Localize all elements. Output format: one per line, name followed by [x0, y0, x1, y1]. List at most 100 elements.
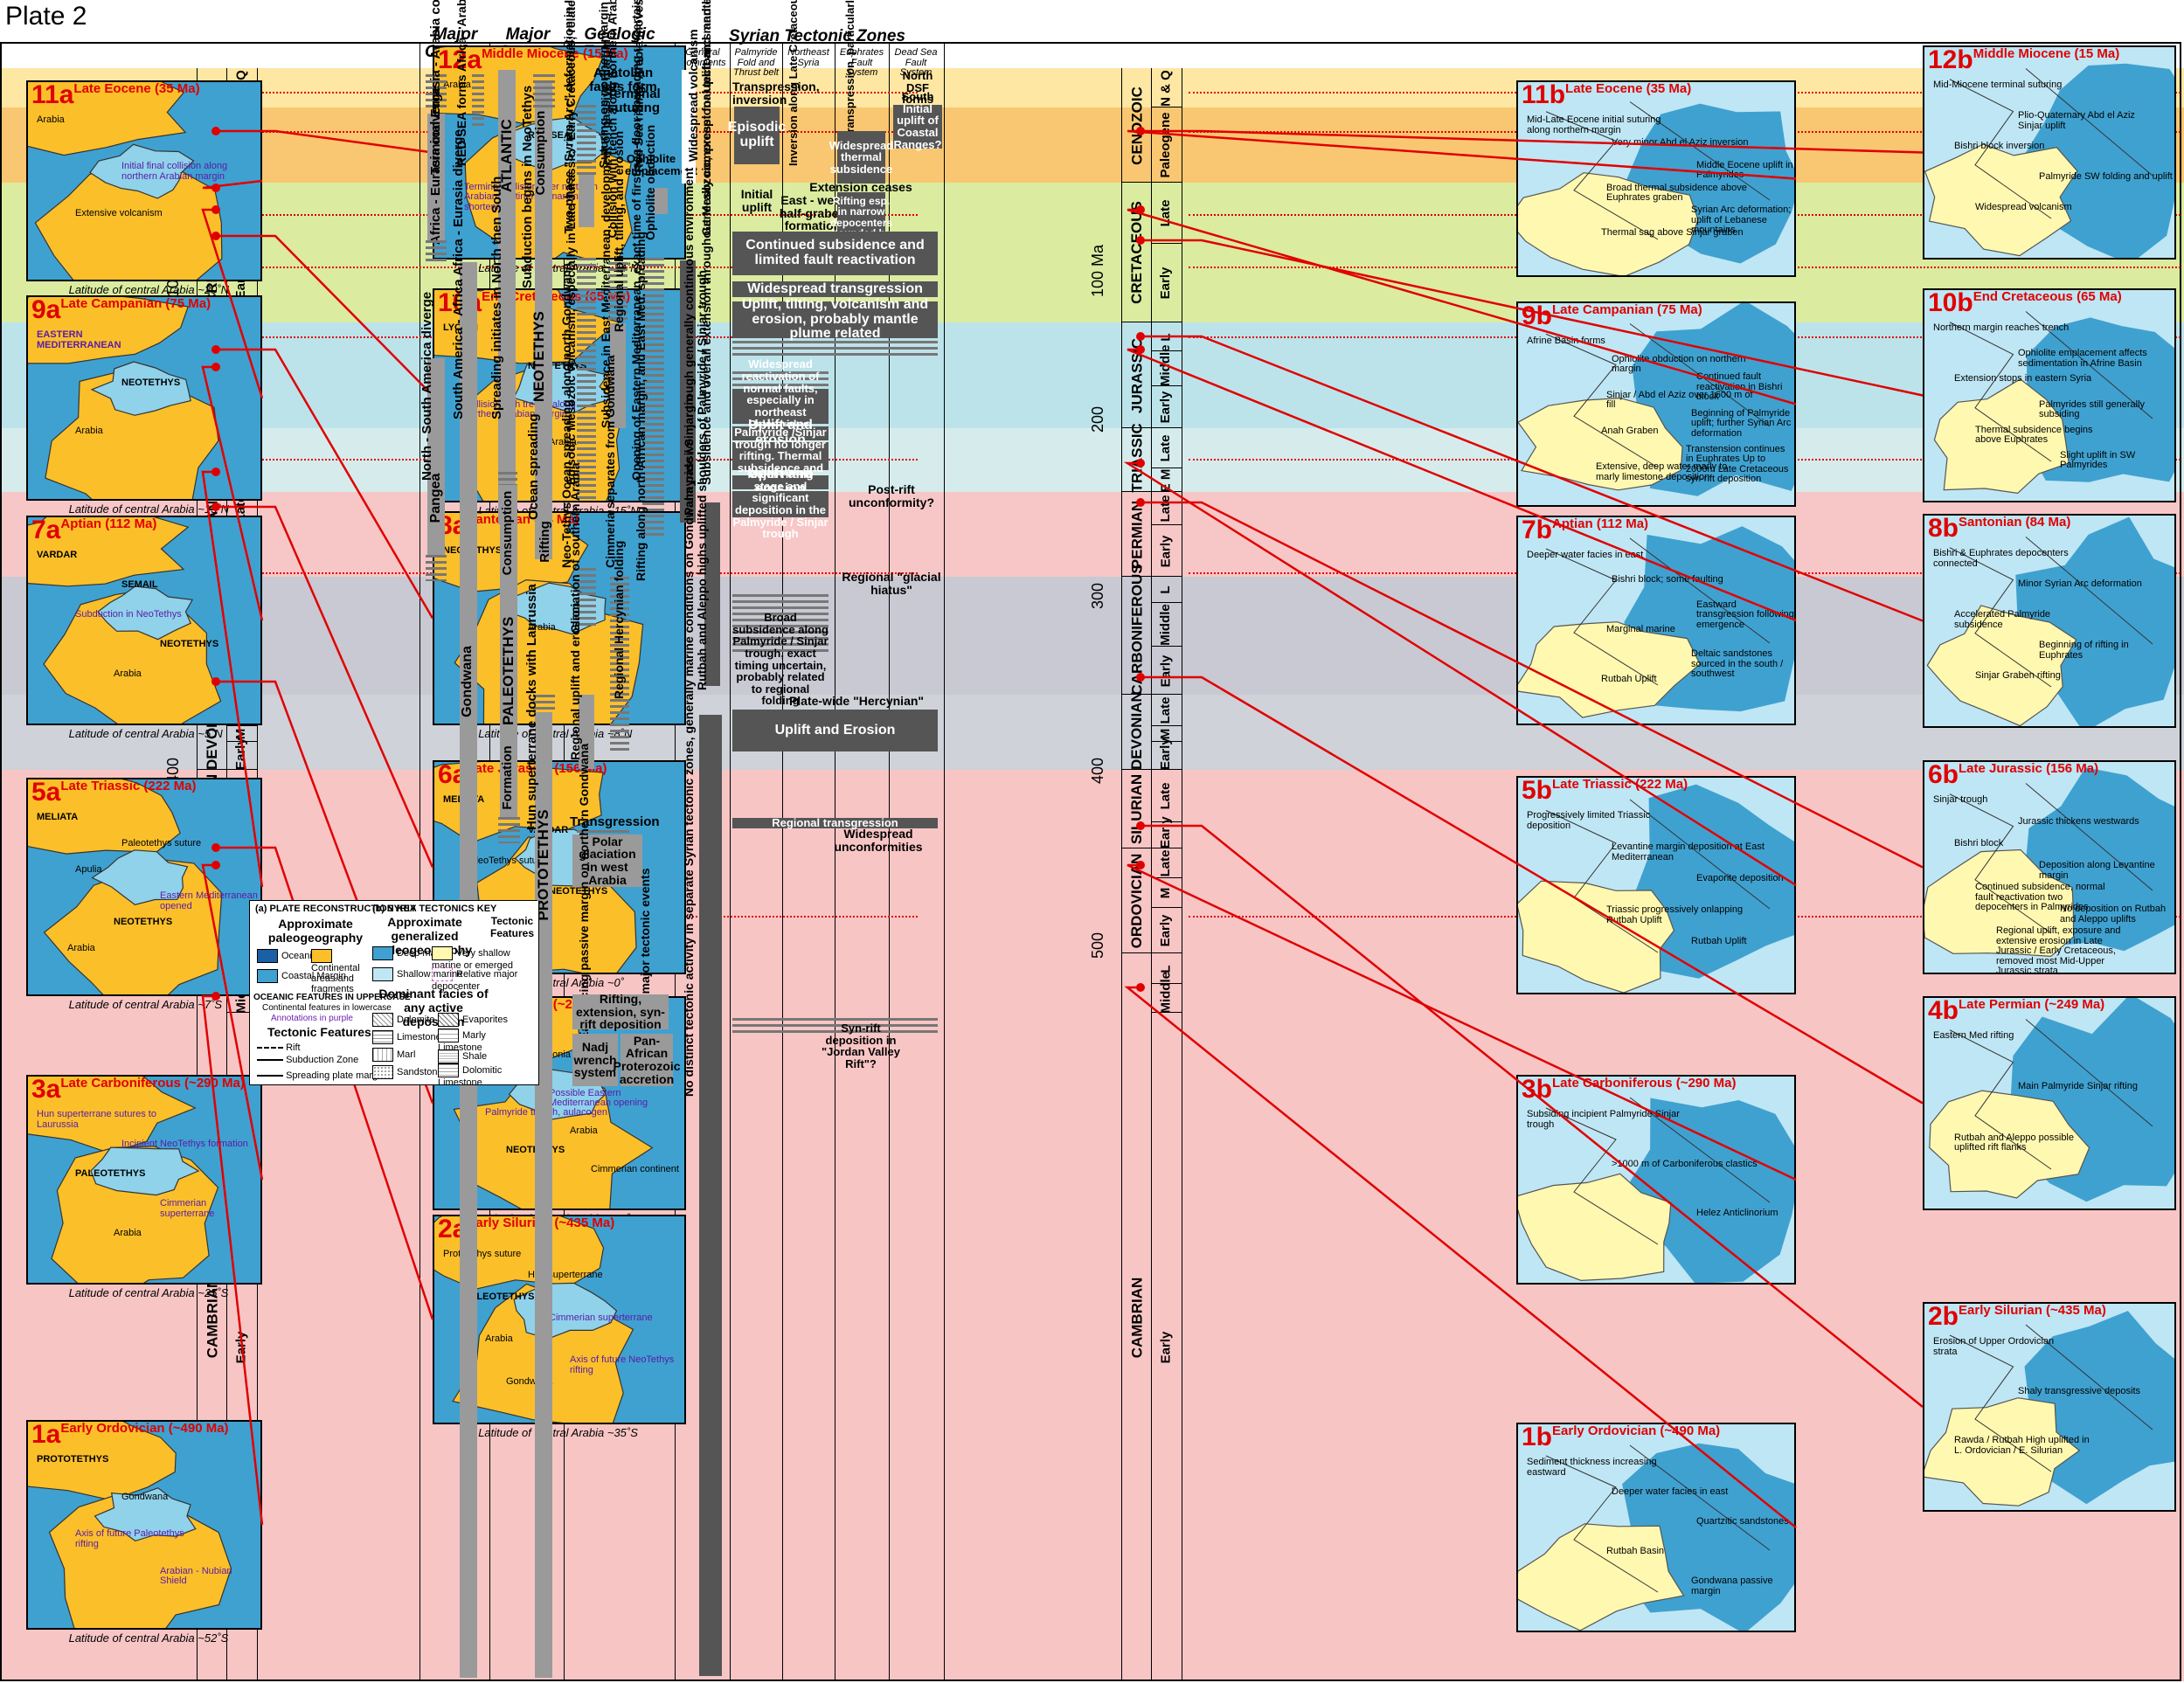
subheader-euphrates: Euphrates Fault System	[839, 47, 884, 79]
map-annotation: Terminal collision after northern Arabia…	[464, 181, 598, 212]
map-drawing	[28, 82, 223, 280]
key-b-shallow: Shallow marine	[397, 968, 463, 980]
swatch-oceanic	[257, 949, 278, 963]
map-latitude: Latitude of central Arabia ~7˚S	[68, 998, 223, 1011]
map-shape	[1926, 605, 2077, 726]
events-stripes	[642, 258, 664, 537]
swatch-marl	[372, 1048, 393, 1062]
swatch-coastal	[257, 969, 278, 983]
map-shape	[1924, 1397, 2081, 1506]
events-stripes	[608, 262, 627, 323]
period-label: Early	[1158, 738, 1173, 770]
map-id: 9b	[1522, 301, 1553, 330]
period-label: Late	[1158, 782, 1173, 810]
key-b-dolomite: Dolomite	[397, 1014, 435, 1025]
map-annotation: Sinjar Graben rifting	[1975, 670, 2061, 681]
map-annotation: Widespread volcanism	[1975, 202, 2072, 212]
period-label: Late	[1158, 434, 1173, 462]
event-nadj: Nadj wrench system	[572, 1034, 618, 1086]
map-annotation: Subduction in NeoTethys	[75, 609, 182, 620]
period-label: Late	[1158, 495, 1173, 523]
map-shape	[28, 82, 187, 156]
map-id: 3a	[31, 1075, 61, 1104]
map-label: 12aMiddle Miocene (15 Ma)	[438, 47, 628, 73]
map-label: 5bLate Triassic (222 Ma)	[1522, 778, 1688, 804]
map-label: 2bEarly Silurian (~435 Ma)	[1928, 1304, 2106, 1330]
map-border-lines	[1949, 783, 2153, 934]
key-a-note1: OCEANIC FEATURES IN UPPERCASE	[253, 993, 411, 1002]
map-title: Late Permian (~249 Ma)	[1959, 997, 2105, 1012]
map-annotation: Middle Eocene uplift in Palmyrides	[1696, 159, 1793, 181]
map-shape	[28, 517, 190, 587]
map-5b: 5bLate Triassic (222 Ma) Progressively li…	[1516, 776, 1796, 994]
map-border-lines	[1949, 1019, 2153, 1170]
map-shape	[91, 849, 189, 905]
map-shape	[28, 1077, 197, 1154]
map-label: 8bSantonian (84 Ma)	[1928, 516, 2070, 542]
key-b-depocenter: Relative major depocenter	[432, 968, 518, 992]
map-annotation: Minor Syrian Arc deformation	[2018, 578, 2142, 589]
map-latitude: Latitude of central Arabia ~20˚N	[68, 283, 230, 296]
map-drawing	[28, 297, 219, 499]
map-annotation: Arabia	[114, 1228, 142, 1238]
map-drawing	[28, 1077, 219, 1283]
subheader-northeast: Northeast Syria	[787, 47, 829, 68]
swatch-depocenter	[432, 967, 453, 981]
time-scale-right: CENOZOIC CRETACEOUS JURASSIC TRIASSIC PERMIA…	[1089, 68, 1182, 1681]
map-drawing	[1924, 1311, 2174, 1506]
map-annotation: Extensive, deep water marly to marly lim…	[1596, 461, 1728, 482]
spreading-symbol	[257, 1075, 283, 1077]
ma-label: 500	[1089, 932, 1106, 959]
map-id: 11b	[1522, 80, 1566, 109]
map-annotation: Main Palmyride Sinjar rifting	[2018, 1081, 2138, 1092]
period-cell: Late	[1152, 695, 1182, 726]
syria-extension-ceases: Extension ceases	[809, 180, 912, 194]
map-id: 7a	[31, 516, 61, 544]
period-cell: Early	[1152, 386, 1182, 428]
map-annotation: Arabia	[114, 668, 142, 679]
event-anatolian: Anatolian faults form	[589, 66, 657, 94]
oceans-rifting: Rifting	[537, 521, 552, 563]
map-annotation: Arabia	[75, 426, 103, 436]
map-annotation: Gondwana passive margin	[1691, 1576, 1773, 1596]
map-label: 9bLate Campanian (75 Ma)	[1522, 303, 1702, 329]
period-label: Paleogene	[1158, 112, 1173, 178]
period-label: E M	[1158, 468, 1173, 492]
map-annotation: Collision with trench along northern Ara…	[464, 398, 576, 420]
map-title: Aptian (112 Ma)	[1552, 516, 1649, 531]
map-annotation: Sediment thickness increasing eastward	[1527, 1457, 1657, 1478]
events-bar	[610, 323, 626, 428]
oceans-bar-paleotethys	[500, 485, 517, 817]
events-stripes	[577, 105, 596, 175]
oceans-consumption-mid: Consumption	[500, 490, 515, 576]
map-label: 9aLate Campanian (75 Ma)	[31, 297, 211, 323]
map-label: 7bAptian (112 Ma)	[1522, 517, 1648, 544]
oceans-bar-atlantic	[498, 70, 516, 524]
map-label: 1bEarly Ordovician (~490 Ma)	[1522, 1424, 1720, 1451]
map-annotation: Beginning of Palmyride uplift; further S…	[1691, 407, 1792, 439]
map-label: 3bLate Carboniferous (~290 Ma)	[1522, 1077, 1736, 1103]
map-annotation: VARDAR	[37, 550, 78, 560]
syria-transpression: Transpression, inversion	[732, 80, 820, 107]
map-annotation: SEMAIL	[121, 579, 158, 590]
key-b-marl: Marl	[397, 1049, 416, 1060]
map-label: 6bLate Jurassic (156 Ma)	[1928, 762, 2098, 788]
map-annotation: >1000 m of Carboniferous clastics	[1612, 1158, 1758, 1169]
col-sep	[944, 42, 945, 1681]
map-title: Late Campanian (75 Ma)	[60, 296, 211, 311]
syria-continued-subsidence: Continued subsidence and limited fault r…	[732, 232, 938, 275]
map-shape	[28, 297, 190, 364]
map-3a: 3aLate Carboniferous (~290 Ma) Hun supert…	[26, 1075, 262, 1285]
key-b-title: (b) SYRIA TECTONICS KEY	[372, 904, 497, 914]
oceans-stripes	[498, 817, 520, 843]
map-title: Aptian (112 Ma)	[60, 516, 157, 531]
era-label: CENOZOIC	[1128, 86, 1145, 165]
period-label: N & Q	[1158, 69, 1173, 107]
map-border-lines	[1949, 537, 2153, 688]
swatch-continental	[311, 949, 332, 963]
map-annotation: Incipient NeoTethys formation	[121, 1139, 248, 1149]
map-annotation: PaleoTethys suture	[464, 855, 546, 866]
syria-initial-uplift-coastal: Initial uplift of Coastal Ranges?	[893, 101, 942, 151]
map-annotation: Thermal sag above Sinjar graben	[1601, 227, 1744, 239]
